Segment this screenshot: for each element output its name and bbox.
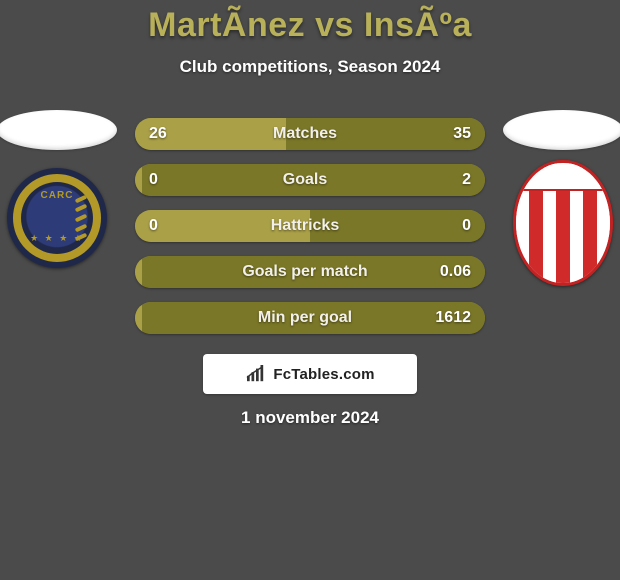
snapshot-date: 1 november 2024 bbox=[0, 408, 620, 428]
right-club-logo bbox=[513, 160, 613, 286]
comparison-card: MartÃ­nez vs InsÃºa Club competitions, S… bbox=[0, 0, 620, 580]
stat-right-value: 35 bbox=[421, 125, 485, 143]
laurel-icon bbox=[75, 194, 91, 242]
stat-row: Min per goal1612 bbox=[135, 302, 485, 334]
right-player-column bbox=[498, 110, 620, 286]
subtitle: Club competitions, Season 2024 bbox=[0, 57, 620, 77]
branding-text: FcTables.com bbox=[273, 366, 374, 383]
stat-row: Goals per match0.06 bbox=[135, 256, 485, 288]
stat-label: Hattricks bbox=[189, 217, 421, 235]
left-club-logo: CARC ★ ★ ★ ★ bbox=[7, 168, 107, 268]
branding-badge[interactable]: FcTables.com bbox=[203, 354, 417, 394]
stat-left-value: 26 bbox=[135, 125, 189, 143]
left-player-column: CARC ★ ★ ★ ★ bbox=[0, 110, 122, 268]
stat-right-value: 1612 bbox=[421, 309, 485, 327]
right-player-avatar-placeholder bbox=[503, 110, 620, 150]
stat-left-fill bbox=[135, 256, 142, 288]
stat-right-value: 0.06 bbox=[421, 263, 485, 281]
stat-rows: 26Matches350Goals20Hattricks0Goals per m… bbox=[135, 118, 485, 334]
left-player-avatar-placeholder bbox=[0, 110, 117, 150]
stat-left-value: 0 bbox=[135, 217, 189, 235]
chart-icon bbox=[245, 365, 267, 383]
stat-label: Min per goal bbox=[189, 309, 421, 327]
stat-row: 0Hattricks0 bbox=[135, 210, 485, 242]
page-title: MartÃ­nez vs InsÃºa bbox=[0, 0, 620, 45]
stat-left-fill bbox=[135, 302, 142, 334]
stat-row: 26Matches35 bbox=[135, 118, 485, 150]
stat-label: Goals per match bbox=[189, 263, 421, 281]
stat-left-value: 0 bbox=[135, 171, 189, 189]
stat-label: Matches bbox=[189, 125, 421, 143]
stat-row: 0Goals2 bbox=[135, 164, 485, 196]
right-club-text bbox=[516, 163, 610, 191]
stat-right-value: 2 bbox=[421, 171, 485, 189]
stat-right-value: 0 bbox=[421, 217, 485, 235]
stat-label: Goals bbox=[189, 171, 421, 189]
